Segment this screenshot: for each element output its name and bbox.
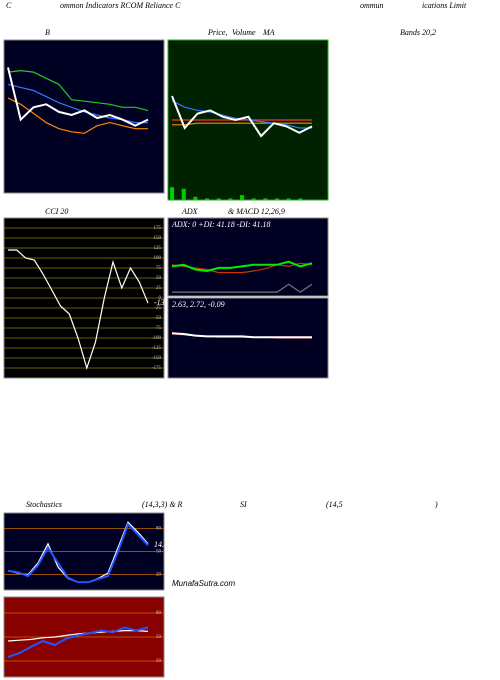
y-tick-label: 75 xyxy=(156,266,162,271)
y-tick-label: -50 xyxy=(154,316,161,321)
indicator-line xyxy=(172,283,313,293)
panel-label: CCI 20 xyxy=(45,207,68,216)
volume-bar xyxy=(193,196,198,200)
indicator-line xyxy=(171,332,312,339)
volume-bar xyxy=(170,187,175,200)
header-text: ommon Indicators RCOM Reliance C xyxy=(60,1,181,10)
panel-label: Volume xyxy=(232,28,256,37)
indicator-text: 2.63, 2.72, -0.09 xyxy=(172,300,225,309)
volume-bar xyxy=(286,198,291,200)
panel-label: (14,3,3) & R xyxy=(142,500,183,509)
volume-bar xyxy=(263,198,268,200)
indicator-line xyxy=(8,249,149,371)
y-tick-label: -175 xyxy=(152,366,162,371)
panel-label: MA xyxy=(262,28,275,37)
y-tick-label: 150 xyxy=(154,236,162,241)
y-tick-label: -25 xyxy=(154,306,161,311)
panel-label: Price, xyxy=(207,28,227,37)
value-label: -13 xyxy=(154,298,165,307)
indicator-line xyxy=(7,97,148,134)
volume-bar xyxy=(216,198,221,200)
value-label: 14.42 xyxy=(154,540,172,549)
volume-bar xyxy=(181,188,186,200)
panel-label: ) xyxy=(434,500,438,509)
y-tick-label: -100 xyxy=(152,336,162,341)
panel-label: (14,5 xyxy=(326,500,343,509)
volume-bar xyxy=(205,198,210,200)
indicator-line xyxy=(171,260,313,273)
panel-label: SI xyxy=(240,500,247,509)
panel-label: Stochastics xyxy=(26,500,62,509)
indicator-line xyxy=(171,95,313,138)
y-tick-label: 25 xyxy=(156,286,162,291)
volume-bar xyxy=(251,198,256,200)
indicator-line xyxy=(7,629,149,642)
volume-bar xyxy=(228,198,233,200)
y-tick-label: 20 xyxy=(156,573,162,578)
y-tick-label: 175 xyxy=(154,226,162,231)
y-tick-label: 125 xyxy=(154,246,162,251)
watermark: MunafaSutra.com xyxy=(172,579,235,588)
indicator-line xyxy=(7,626,149,658)
panel xyxy=(167,217,329,297)
panel-label: B xyxy=(45,28,50,37)
panel xyxy=(3,39,165,194)
y-tick-label: 80 xyxy=(156,527,162,532)
y-tick-label: 100 xyxy=(154,256,162,261)
y-tick-label: 0 xyxy=(159,296,162,301)
panel-label: Bands 20,2 xyxy=(400,28,436,37)
y-tick-label: 80 xyxy=(156,611,162,616)
header-text: C xyxy=(6,1,12,10)
panel-label: & MACD 12,26,9 xyxy=(228,207,285,216)
indicator-line xyxy=(7,522,149,584)
y-tick-label: 20 xyxy=(156,659,162,664)
volume-bar xyxy=(275,198,280,200)
indicator-text: ADX: 0 +DI: 41.18 -DI: 41.18 xyxy=(171,220,271,229)
y-tick-label: -150 xyxy=(152,356,162,361)
y-tick-label: 50 xyxy=(156,635,162,640)
header-text: ommun xyxy=(360,1,384,10)
indicator-line xyxy=(7,69,149,111)
volume-bar xyxy=(240,195,245,200)
y-tick-label: 50 xyxy=(156,550,162,555)
indicator-line xyxy=(7,67,149,127)
header-text: ications Limit xyxy=(422,1,467,10)
y-tick-label: -75 xyxy=(154,326,161,331)
volume-bar xyxy=(298,198,303,200)
y-tick-label: 50 xyxy=(156,276,162,281)
y-tick-label: -125 xyxy=(152,346,162,351)
indicator-line xyxy=(171,262,313,274)
indicator-line xyxy=(172,122,312,126)
panel-label: ADX xyxy=(181,207,199,216)
